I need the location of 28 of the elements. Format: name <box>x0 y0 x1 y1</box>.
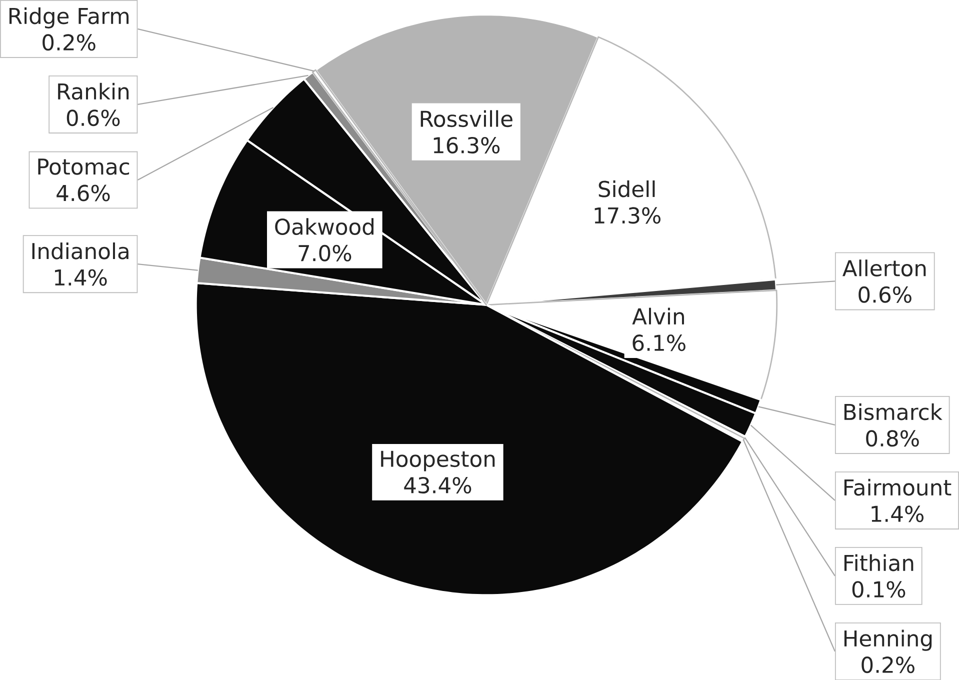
slice-label: Rossville <box>420 110 512 127</box>
slice-label: Fairmount <box>844 478 952 496</box>
data-label: 0.8% <box>866 430 919 446</box>
data-label: 1.4% <box>872 505 924 522</box>
data-label: 0.6% <box>858 286 912 303</box>
slice-label: Ridge Farm <box>9 7 129 28</box>
data-label: 6.1% <box>632 334 686 351</box>
slice-label: Oakwood <box>275 218 374 235</box>
data-label: 7.0% <box>298 244 352 262</box>
slice-label: Sidell <box>598 180 655 198</box>
slice-label: Hoopeston <box>381 450 495 472</box>
slice-label: Indianola <box>32 242 128 260</box>
slice-label: Henning <box>844 630 932 651</box>
data-label: 0.6% <box>66 109 120 126</box>
data-label: 16.3% <box>434 136 500 154</box>
data-label: 4.6% <box>56 184 110 202</box>
slice-label: Fithian <box>844 554 914 571</box>
data-label: 0.2% <box>862 656 914 673</box>
slice-label: Allerton <box>842 259 926 276</box>
slice-label: Rankin <box>58 82 129 100</box>
slice-label: Potomac <box>38 158 130 175</box>
data-label: 0.1% <box>852 580 906 598</box>
data-label: 43.4% <box>404 476 472 494</box>
slice-label: Alvin <box>632 308 684 324</box>
data-label: 17.3% <box>594 206 660 224</box>
data-label: 1.4% <box>54 269 107 286</box>
data-label: 0.2% <box>42 34 96 50</box>
slice-label: Bismarck <box>844 403 942 420</box>
